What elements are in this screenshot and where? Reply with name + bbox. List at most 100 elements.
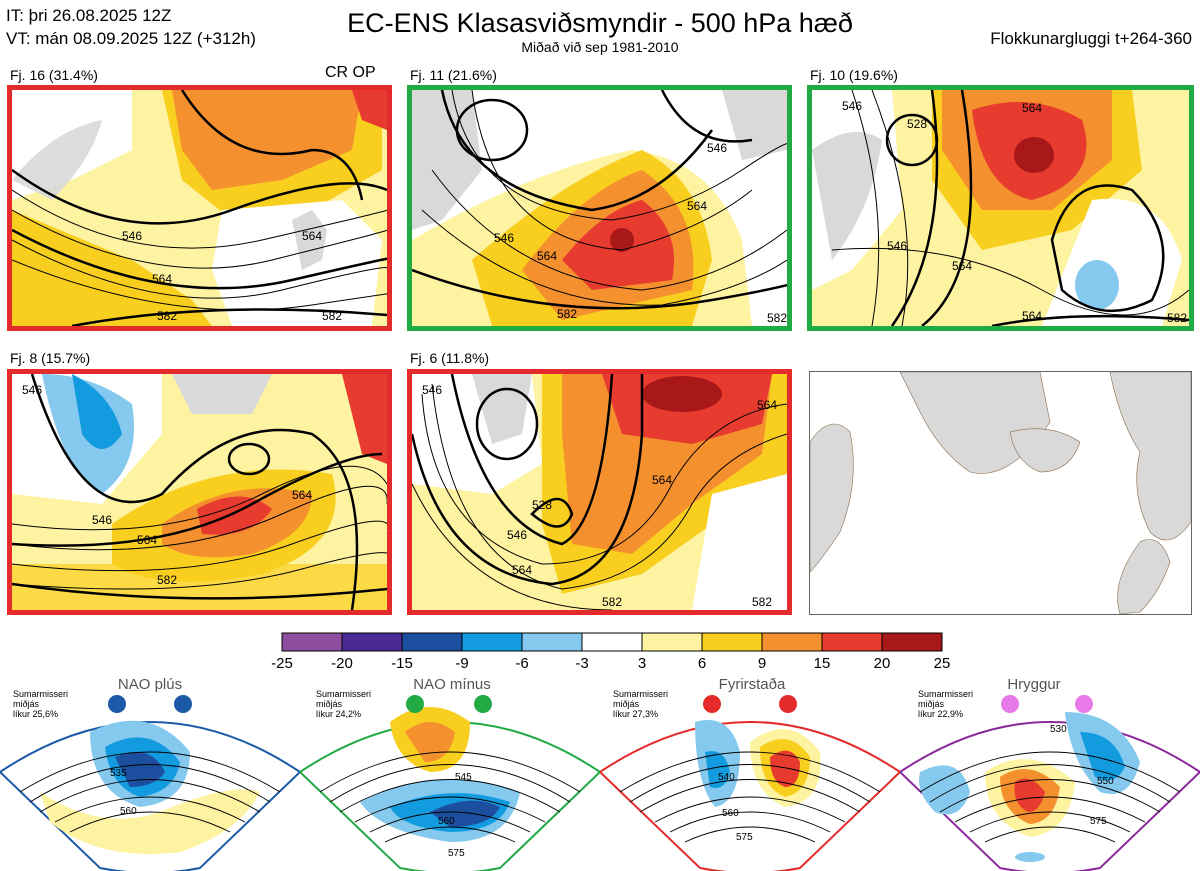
colorbar-tick-label: 6 xyxy=(697,655,707,672)
panel-4-label: Fj. 8 (15.7%) xyxy=(10,350,91,366)
cluster-map-1: 546 564 582 564 582 xyxy=(12,90,387,326)
cluster-map-3: 546 564 564 528 564 546 582 xyxy=(812,90,1189,326)
contour-label: 528 xyxy=(532,498,552,512)
contour-label: 564 xyxy=(137,533,157,547)
contour-label: 530 xyxy=(1050,724,1067,735)
contour-label: 528 xyxy=(907,117,927,131)
contour-label: 546 xyxy=(92,513,112,527)
regimes-row: NAO plús Sumarmisseri miðjás líkur 25,6%… xyxy=(0,672,1200,871)
empty-map-panel xyxy=(809,371,1192,615)
colorbar-swatch xyxy=(341,632,403,652)
contour-label: 564 xyxy=(652,473,672,487)
contour-label: 546 xyxy=(422,383,442,397)
colorbar-tick-label: -3 xyxy=(575,655,589,672)
contour-label: 564 xyxy=(952,259,972,273)
regime-info: Sumarmisseri miðjás líkur 25,6% xyxy=(13,689,69,719)
contour-label: 546 xyxy=(494,231,514,245)
contour-label: 564 xyxy=(1022,309,1042,323)
contour-label: 550 xyxy=(1097,776,1114,787)
colorbar-tick-label: 25 xyxy=(933,655,951,672)
contour-label: 546 xyxy=(887,239,907,253)
regime-title: Fyrirstaða xyxy=(718,676,786,693)
regime-info: Sumarmisseri miðjás líkur 22,9% xyxy=(918,689,974,719)
contour-label: 564 xyxy=(757,398,777,412)
contour-label: 582 xyxy=(752,595,772,609)
colorbar xyxy=(280,632,944,657)
regime-title: NAO plús xyxy=(117,676,183,693)
cluster-map-4: 546 546 564 564 582 xyxy=(12,374,387,610)
base-map xyxy=(809,371,1192,615)
colorbar-swatch xyxy=(401,632,463,652)
regime-info: Sumarmisseri miðjás líkur 27,3% xyxy=(613,689,669,719)
colorbar-swatch xyxy=(881,632,943,652)
colorbar-swatch xyxy=(521,632,583,652)
colorbar-swatch xyxy=(581,632,643,652)
regime-info: Sumarmisseri miðjás líkur 24,2% xyxy=(316,689,372,719)
panel-3-label: Fj. 10 (19.6%) xyxy=(810,67,898,83)
cluster-panel-5[interactable]: 546 528 546 564 564 564 582 582 xyxy=(407,369,792,615)
colorbar-swatch xyxy=(821,632,883,652)
colorbar-swatch xyxy=(461,632,523,652)
colorbar-swatch xyxy=(281,632,343,652)
contour-label: 546 xyxy=(122,229,142,243)
colorbar-tick-label: -15 xyxy=(391,655,413,672)
regime-title: NAO mínus xyxy=(413,676,491,693)
contour-label: 582 xyxy=(1167,311,1187,325)
cluster-map-5: 546 528 546 564 564 564 582 582 xyxy=(412,374,787,610)
panel-1-tag: CR OP xyxy=(325,64,376,81)
cluster-map-2: 546 564 582 564 546 582 xyxy=(412,90,787,326)
contour-label: 582 xyxy=(322,309,342,323)
contour-label: 575 xyxy=(448,848,465,859)
classification-window: Flokkunargluggi t+264-360 xyxy=(990,29,1192,48)
contour-label: 564 xyxy=(687,199,707,213)
colorbar-tick-label: 3 xyxy=(637,655,647,672)
contour-label: 560 xyxy=(722,808,739,819)
contour-label: 535 xyxy=(110,768,127,779)
colorbar-tick-label: 15 xyxy=(813,655,831,672)
contour-label: 575 xyxy=(1090,816,1107,827)
contour-label: 564 xyxy=(1022,101,1042,115)
contour-label: 582 xyxy=(767,311,787,325)
contour-label: 575 xyxy=(736,832,753,843)
contour-label: 546 xyxy=(22,383,42,397)
panel-5-label: Fj. 6 (11.8%) xyxy=(410,350,490,366)
colorbar-swatches xyxy=(281,632,943,652)
contour-label: 564 xyxy=(292,488,312,502)
colorbar-tick-label: 20 xyxy=(873,655,891,672)
colorbar-swatch xyxy=(641,632,703,652)
initial-time: IT: þri 26.08.2025 12Z xyxy=(6,6,172,25)
regime-title: Hryggur xyxy=(1007,676,1061,693)
colorbar-tick-label: -9 xyxy=(455,655,469,672)
contour-label: 560 xyxy=(438,816,455,827)
contour-label: 564 xyxy=(302,229,322,243)
contour-label: 564 xyxy=(152,272,172,286)
panel-1-label: Fj. 16 (31.4%) xyxy=(10,67,98,83)
cluster-panel-1[interactable]: 546 564 582 564 582 xyxy=(7,85,392,331)
regime-map-nao-plus: 535 560 xyxy=(0,695,300,871)
contour-label: 540 xyxy=(718,772,735,783)
valid-time: VT: mán 08.09.2025 12Z (+312h) xyxy=(6,29,256,48)
panel-2-label: Fj. 11 (21.6%) xyxy=(410,67,497,83)
header-times: IT: þri 26.08.2025 12Z VT: mán 08.09.202… xyxy=(6,4,256,50)
regime-map-ridge: 530 550 575 xyxy=(900,695,1200,871)
regime-map-blocking: 540 560 575 xyxy=(600,695,900,871)
cluster-panel-2[interactable]: 546 564 582 564 546 582 xyxy=(407,85,792,331)
contour-label: 546 xyxy=(507,528,527,542)
contour-label: 582 xyxy=(557,307,577,321)
regime-map-nao-minus: 545 560 575 xyxy=(300,695,600,871)
colorbar-swatch xyxy=(701,632,763,652)
cluster-panel-4[interactable]: 546 546 564 564 582 xyxy=(7,369,392,615)
contour-label: 545 xyxy=(455,772,472,783)
contour-label: 582 xyxy=(157,573,177,587)
cluster-panel-3[interactable]: 546 564 564 528 564 546 582 xyxy=(807,85,1194,331)
contour-label: 582 xyxy=(602,595,622,609)
colorbar-tick-label: 9 xyxy=(757,655,767,672)
colorbar-tick-label: -20 xyxy=(331,655,353,672)
climate-reference: Miðað við sep 1981-2010 xyxy=(521,39,679,55)
contour-label: 546 xyxy=(842,99,862,113)
colorbar-tick-label: -6 xyxy=(515,655,529,672)
contour-label: 582 xyxy=(157,309,177,323)
contour-label: 546 xyxy=(707,141,727,155)
page-title: EC-ENS Klasasviðsmyndir - 500 hPa hæð xyxy=(347,8,853,38)
contour-label: 560 xyxy=(120,806,137,817)
